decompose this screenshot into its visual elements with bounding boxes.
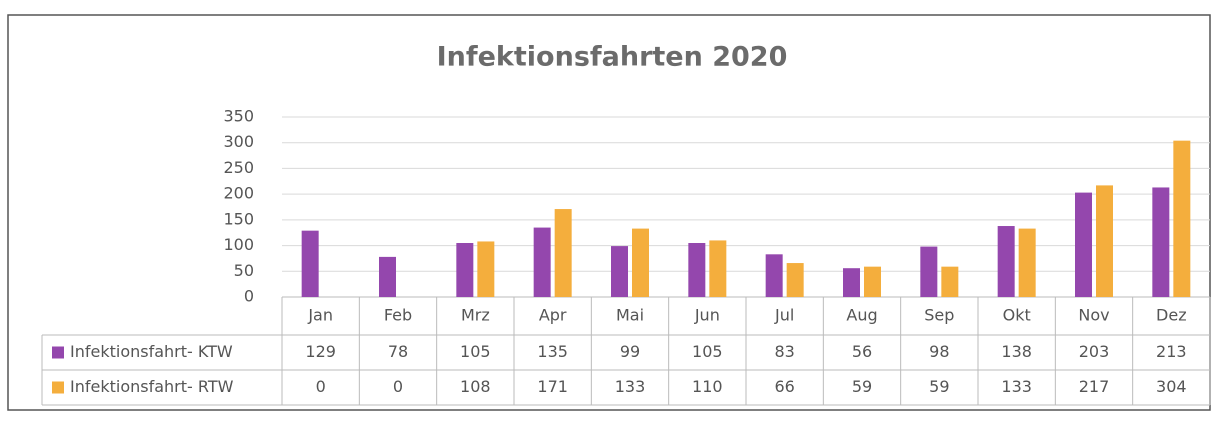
table-value: 304 xyxy=(1156,377,1187,396)
table-value: 133 xyxy=(615,377,646,396)
bar xyxy=(533,227,551,297)
x-tick-label: Nov xyxy=(1078,306,1109,325)
x-tick-label: Okt xyxy=(1003,306,1031,325)
bar xyxy=(456,243,474,297)
x-tick-label: Jun xyxy=(694,306,720,325)
table-value: 0 xyxy=(393,377,403,396)
y-tick-label: 350 xyxy=(223,107,254,126)
x-tick-label: Sep xyxy=(924,306,954,325)
x-tick-label: Mai xyxy=(616,306,644,325)
table-value: 129 xyxy=(305,342,336,361)
y-tick-label: 150 xyxy=(223,209,254,228)
table-value: 108 xyxy=(460,377,491,396)
table-value: 98 xyxy=(929,342,949,361)
legend-swatch xyxy=(52,346,64,359)
bar xyxy=(477,241,495,297)
bar xyxy=(1018,228,1036,297)
legend-swatch xyxy=(52,381,64,394)
legend-label: Infektionsfahrt- RTW xyxy=(70,377,234,396)
bar xyxy=(864,266,881,297)
bar xyxy=(709,240,727,297)
y-tick-label: 200 xyxy=(223,184,254,203)
table-value: 213 xyxy=(1156,342,1187,361)
table-value: 110 xyxy=(692,377,723,396)
bar xyxy=(1173,140,1191,297)
table-value: 203 xyxy=(1079,342,1110,361)
table-value: 78 xyxy=(388,342,408,361)
bar xyxy=(997,226,1015,297)
bar xyxy=(1096,185,1113,297)
y-tick-label: 300 xyxy=(223,132,254,151)
table-value: 105 xyxy=(460,342,491,361)
table-value: 99 xyxy=(620,342,640,361)
x-tick-label: Feb xyxy=(384,306,412,325)
bar xyxy=(632,228,649,297)
bar xyxy=(920,246,938,297)
table-value: 138 xyxy=(1001,342,1032,361)
bar xyxy=(1075,192,1092,297)
x-tick-label: Apr xyxy=(539,306,567,325)
x-tick-label: Jul xyxy=(774,306,794,325)
chart-title: Infektionsfahrten 2020 xyxy=(437,42,788,73)
y-tick-label: 100 xyxy=(223,235,254,254)
table-value: 66 xyxy=(774,377,794,396)
table-value: 133 xyxy=(1001,377,1032,396)
table-value: 59 xyxy=(852,377,872,396)
table-value: 0 xyxy=(316,377,326,396)
y-tick-label: 0 xyxy=(244,287,254,306)
table-value: 59 xyxy=(929,377,949,396)
bar xyxy=(1152,187,1170,297)
x-tick-label: Mrz xyxy=(461,306,490,325)
bar xyxy=(786,263,804,297)
table-value: 56 xyxy=(852,342,872,361)
table-value: 171 xyxy=(537,377,568,396)
x-tick-label: Jan xyxy=(307,306,333,325)
bar xyxy=(843,268,860,297)
table-value: 135 xyxy=(537,342,568,361)
table-value: 217 xyxy=(1079,377,1110,396)
bar xyxy=(554,209,572,297)
y-tick-label: 250 xyxy=(223,158,254,177)
chart-frame xyxy=(7,14,1211,411)
bar xyxy=(941,266,959,297)
bar xyxy=(765,254,783,297)
x-tick-label: Dez xyxy=(1156,306,1187,325)
y-tick-label: 50 xyxy=(234,261,254,280)
bar xyxy=(688,243,706,297)
table-value: 83 xyxy=(774,342,794,361)
bar xyxy=(379,256,396,297)
bar xyxy=(301,230,319,297)
legend-label: Infektionsfahrt- KTW xyxy=(70,342,233,361)
table-value: 105 xyxy=(692,342,723,361)
x-tick-label: Aug xyxy=(846,306,877,325)
bar xyxy=(611,246,628,297)
